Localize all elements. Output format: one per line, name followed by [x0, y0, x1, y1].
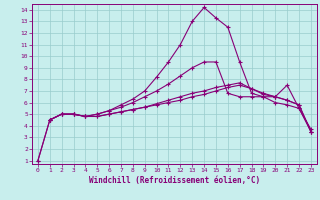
X-axis label: Windchill (Refroidissement éolien,°C): Windchill (Refroidissement éolien,°C) — [89, 176, 260, 185]
